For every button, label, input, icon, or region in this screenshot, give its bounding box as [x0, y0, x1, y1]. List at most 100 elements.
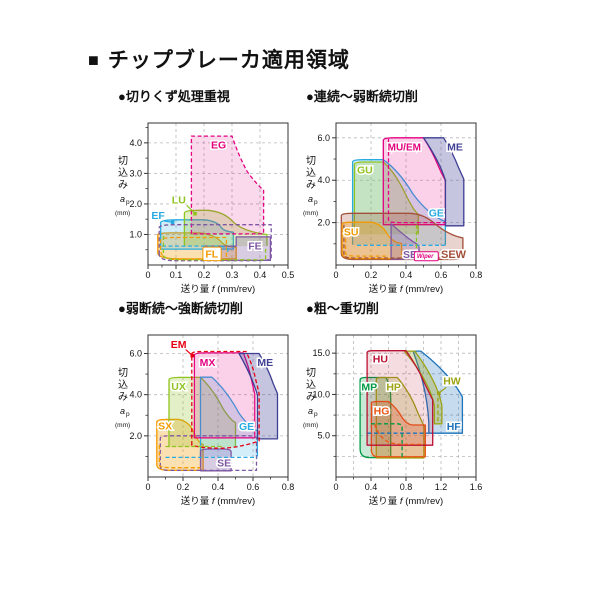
svg-text:4.0: 4.0: [129, 138, 142, 148]
region-label-Wiper: Wiper: [417, 254, 434, 260]
svg-text:切: 切: [306, 155, 316, 167]
svg-text:1.0: 1.0: [129, 229, 142, 239]
region-label-HW: HW: [443, 376, 461, 388]
svg-text:込: 込: [118, 167, 128, 179]
svg-text:0.5: 0.5: [282, 270, 295, 280]
chart-subtitle: ●弱断続〜強断続切削: [118, 301, 243, 316]
svg-text:a: a: [308, 194, 313, 204]
svg-text:送り量 f (mm/rev): 送り量 f (mm/rev): [181, 495, 255, 507]
svg-text:3.0: 3.0: [129, 168, 142, 178]
region-ME: [422, 137, 465, 227]
region-HU: [366, 350, 434, 446]
svg-text:0.4: 0.4: [254, 270, 267, 280]
region-label-SE: SE: [217, 458, 231, 470]
svg-text:4.0: 4.0: [317, 175, 330, 185]
region-label-EG: EG: [211, 139, 226, 151]
region-SU-range: [344, 232, 389, 257]
svg-text:1.2: 1.2: [435, 482, 448, 492]
region-SEW-range: [343, 224, 461, 259]
svg-text:0.1: 0.1: [170, 270, 183, 280]
svg-text:0.8: 0.8: [400, 482, 413, 492]
svg-text:み: み: [306, 392, 316, 403]
svg-text:0.3: 0.3: [226, 270, 239, 280]
svg-text:0.2: 0.2: [198, 270, 211, 280]
chart-continuous-cutting: ●連続〜弱断続切削 0 0.2 0.4 0.6 0.8 2.0 4.0 6.0 切込み a p (mm…: [300, 86, 504, 304]
svg-text:6.0: 6.0: [129, 349, 142, 359]
region-label-EM: EM: [171, 339, 187, 351]
region-label-UX: UX: [171, 381, 186, 393]
region-label-GE: GE: [429, 208, 444, 220]
svg-text:p: p: [314, 199, 318, 206]
svg-text:5.0: 5.0: [317, 431, 330, 441]
region-SE-range: [159, 435, 258, 472]
svg-text:p: p: [126, 199, 130, 206]
svg-text:2.0: 2.0: [317, 218, 330, 228]
svg-text:10.0: 10.0: [312, 389, 330, 399]
chart-subtitle: ●切りくず処理重視: [118, 89, 230, 104]
region-EM: [191, 350, 260, 449]
region-label-FE: FE: [248, 241, 261, 253]
region-label-MU-EM: MU/EM: [388, 143, 421, 154]
region-EG: [190, 135, 265, 235]
svg-text:込: 込: [118, 379, 128, 391]
chart-chip-disposal: ●切りくず処理重視 0 0.1 0.2 0.3 0.4 0.5 1.0 2.0 3.0 4.0 切込…: [112, 86, 316, 304]
svg-text:a: a: [120, 406, 125, 416]
svg-text:み: み: [306, 180, 316, 191]
chart-subtitle: ●連続〜弱断続切削: [306, 89, 418, 104]
svg-text:15.0: 15.0: [312, 348, 330, 358]
region-label-HU: HU: [373, 354, 388, 366]
region-ME: [238, 352, 279, 440]
svg-text:a: a: [120, 194, 125, 204]
region-HG-range: [373, 423, 424, 446]
svg-text:p: p: [314, 411, 318, 418]
svg-text:み: み: [118, 180, 128, 191]
region-label-MP: MP: [361, 382, 377, 394]
region-SE: [199, 448, 232, 472]
svg-text:2.0: 2.0: [129, 199, 142, 209]
svg-text:0.8: 0.8: [470, 270, 483, 280]
region-label-LU: LU: [172, 194, 186, 206]
region-HP: [375, 376, 425, 459]
svg-text:a: a: [308, 406, 313, 416]
region-FE-range: [158, 224, 272, 262]
region-SE: [390, 223, 420, 260]
chart-interrupted-cutting: ●弱断続〜強断続切削 0 0.2 0.4 0.6 0.8 2.0 4.0 6.0 切込み a p (m…: [112, 298, 316, 516]
region-SX-range: [158, 445, 201, 469]
svg-text:み: み: [118, 392, 128, 403]
region-label-ME: ME: [447, 142, 463, 154]
region-label-HF: HF: [447, 421, 462, 433]
svg-text:0.6: 0.6: [247, 482, 260, 492]
title-square-icon: ■: [88, 50, 100, 70]
region-EM-range: [387, 138, 446, 224]
svg-text:p: p: [126, 411, 130, 418]
svg-text:2.0: 2.0: [129, 431, 142, 441]
svg-text:送り量 f (mm/rev): 送り量 f (mm/rev): [369, 283, 443, 295]
region-label-FL: FL: [205, 249, 218, 261]
svg-text:0.2: 0.2: [365, 270, 378, 280]
region-SEW: [340, 212, 464, 261]
svg-text:0.4: 0.4: [365, 482, 378, 492]
region-label-HP: HP: [386, 382, 401, 394]
region-label-HG: HG: [374, 406, 390, 418]
svg-text:(mm): (mm): [115, 210, 130, 217]
svg-text:0.6: 0.6: [435, 270, 448, 280]
svg-text:1.6: 1.6: [470, 482, 483, 492]
region-label-SEW: SEW: [441, 249, 467, 261]
region-label-MX: MX: [200, 357, 216, 369]
region-UX: [168, 376, 237, 448]
svg-text:0: 0: [145, 482, 150, 492]
svg-text:0.4: 0.4: [400, 270, 413, 280]
region-label-SX: SX: [158, 421, 172, 433]
page-title-text: チップブレーカ適用領域: [107, 49, 350, 72]
svg-text:4.0: 4.0: [129, 390, 142, 400]
svg-text:切: 切: [118, 155, 128, 167]
region-HG: [370, 400, 426, 458]
svg-text:0: 0: [145, 270, 150, 280]
page-title: ■ チップブレーカ適用領域: [88, 44, 350, 74]
svg-text:0.2: 0.2: [177, 482, 190, 492]
